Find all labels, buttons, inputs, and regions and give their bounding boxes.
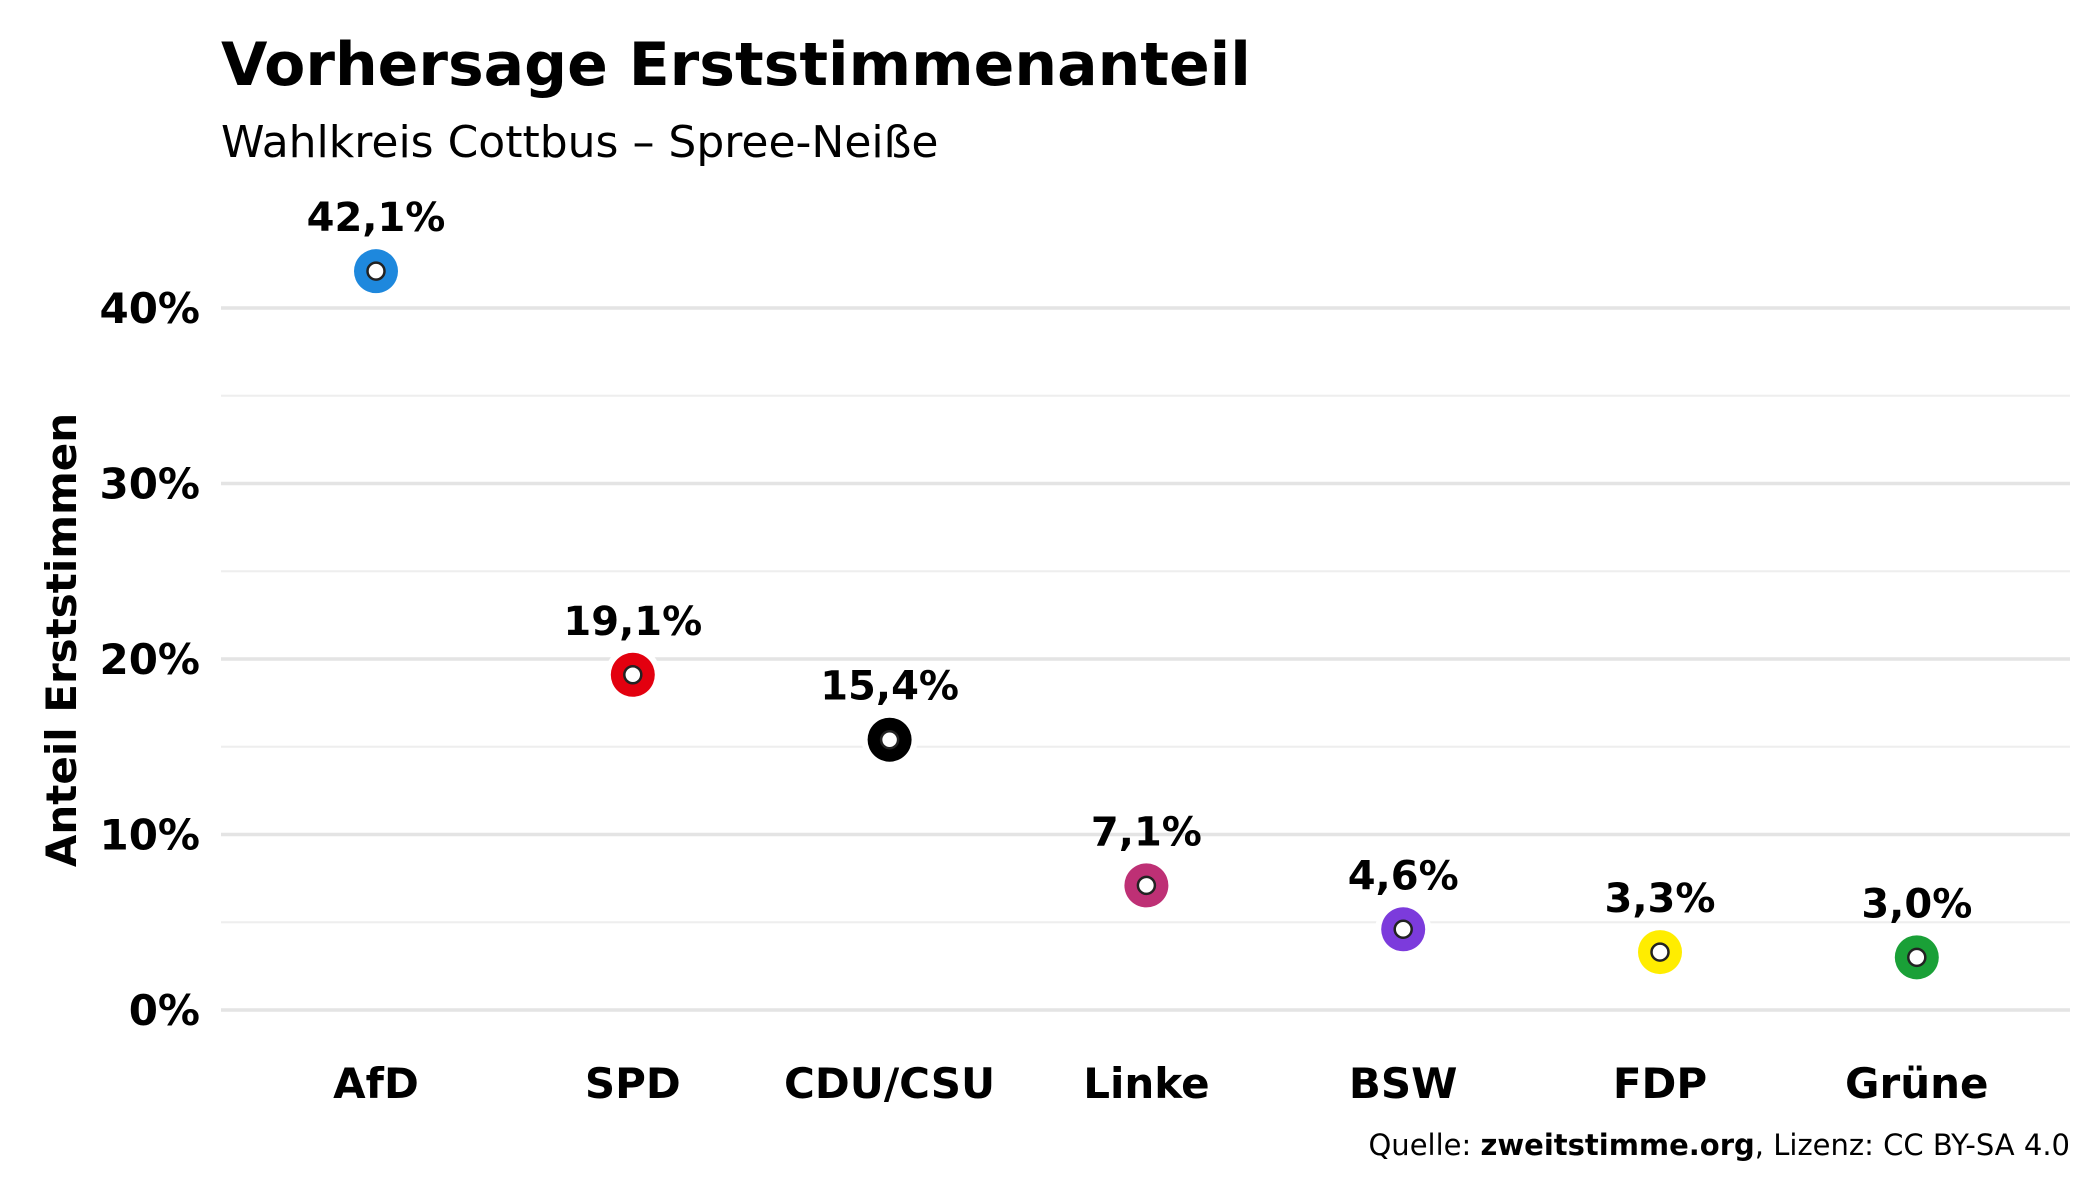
data-points [348,243,1945,986]
data-point-center [623,665,643,685]
y-tick-label: 30% [99,460,200,509]
chart-subtitle: Wahlkreis Cottbus – Spree-Neiße [221,117,939,168]
x-tick-label: FDP [1613,1059,1707,1108]
x-axis-ticks: AfD SPD CDU/CSU Linke BSW FDP Grüne [333,1059,1988,1108]
source-prefix: Quelle: [1368,1128,1481,1162]
grid-lines [221,306,2070,1012]
x-tick-label: CDU/CSU [784,1059,995,1108]
x-tick-label: Grüne [1845,1059,1988,1108]
chart-title: Vorhersage Erststimmenanteil [221,30,1251,100]
data-label: 19,1% [563,599,702,645]
source-suffix: , Lizenz: CC BY-SA 4.0 [1754,1128,2070,1162]
data-point-center [1650,942,1670,962]
data-label: 7,1% [1091,809,1202,855]
data-label: 3,0% [1861,881,1972,927]
y-tick-label: 10% [99,811,200,860]
y-axis-title: Anteil Erststimmen [37,413,86,867]
data-point-center [1136,875,1157,896]
data-point-center [1907,947,1927,968]
data-point-center [366,261,386,281]
source-site: zweitstimme.org [1480,1128,1755,1162]
y-tick-label: 40% [99,284,200,333]
y-tick-label: 20% [99,635,200,684]
data-point-center [1393,919,1413,940]
source-note: Quelle: zweitstimme.org, Lizenz: CC BY-S… [1368,1128,2070,1162]
data-labels: 42,1% 19,1% 15,4% 7,1% 4,6% 3,3% 3,0% [307,195,1973,927]
data-label: 42,1% [307,195,446,241]
data-label: 15,4% [820,664,959,710]
data-label: 3,3% [1605,876,1716,922]
x-tick-label: BSW [1349,1059,1458,1108]
data-label: 4,6% [1348,853,1459,899]
x-tick-label: SPD [585,1059,681,1108]
x-tick-label: Linke [1083,1059,1209,1108]
y-tick-label: 0% [129,986,200,1035]
x-tick-label: AfD [333,1059,419,1108]
y-axis-ticks: 0% 10% 20% 30% 40% [99,284,200,1035]
data-point-center [879,729,900,750]
